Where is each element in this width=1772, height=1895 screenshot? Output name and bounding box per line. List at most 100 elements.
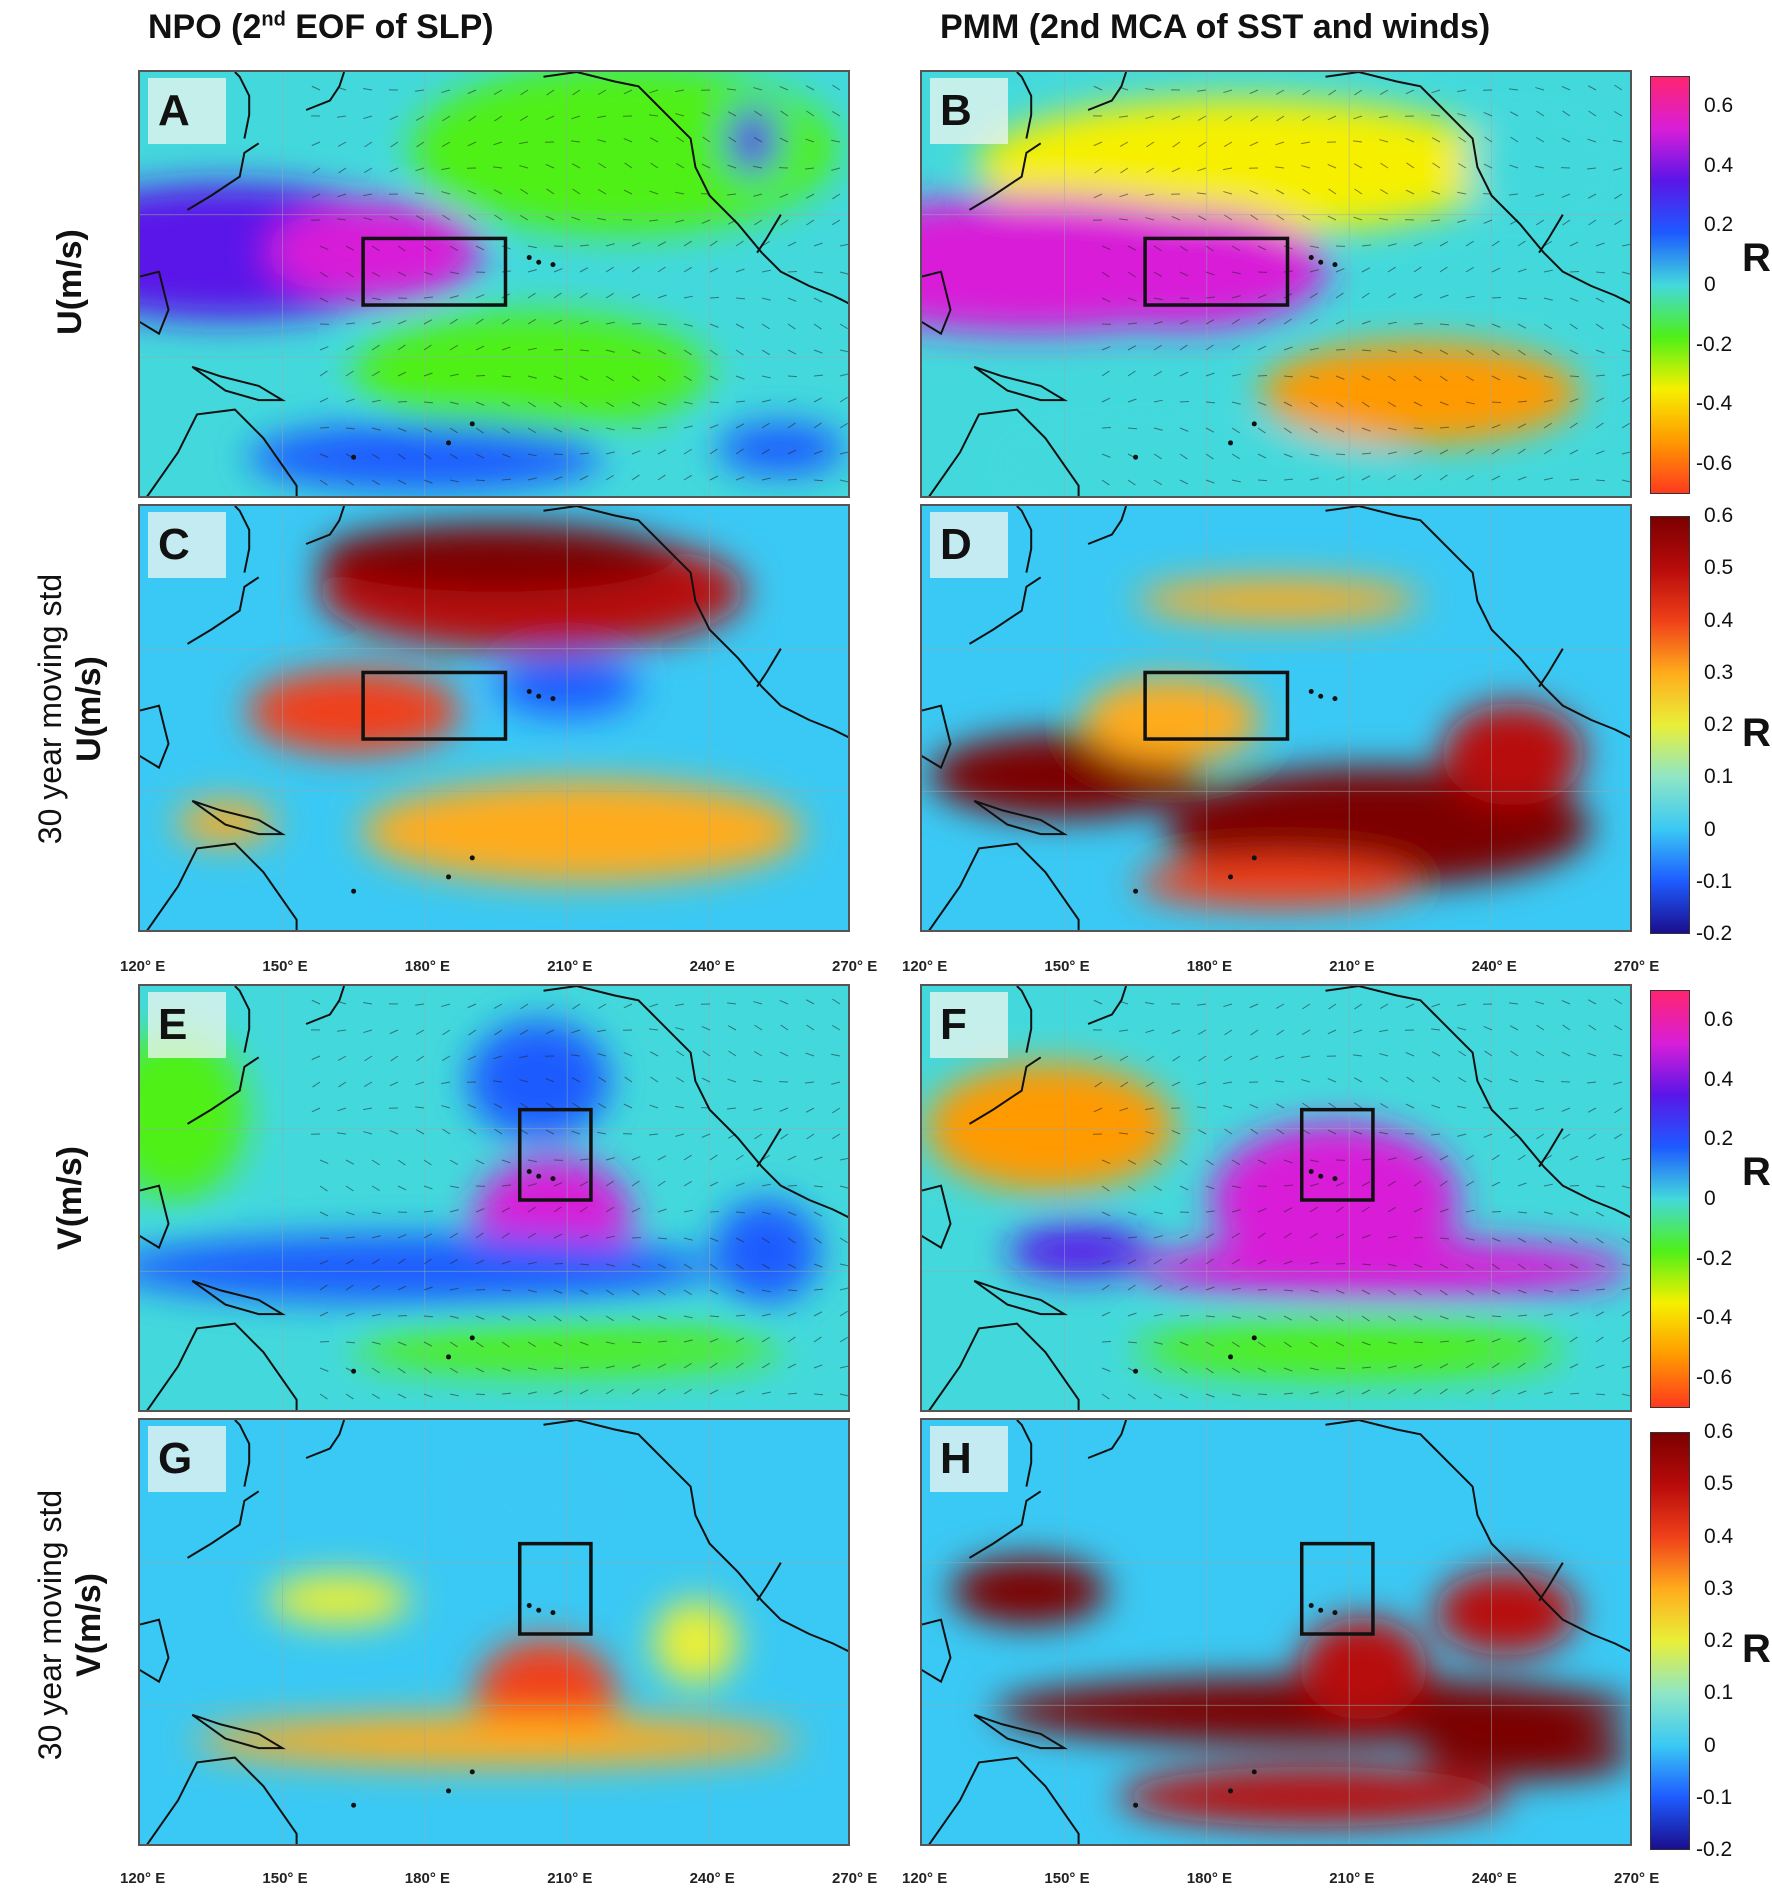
map-canvas <box>922 506 1630 930</box>
colorbar-tick-label: -0.4 <box>1696 392 1733 416</box>
coastline <box>928 408 1080 496</box>
coastline <box>1538 1128 1564 1168</box>
island <box>469 855 475 861</box>
field-blob <box>713 1200 820 1303</box>
field-blob <box>1463 123 1592 209</box>
lon-axis-upper-right: 120° E 150° E 180° E 210° E 240° E 270° E <box>902 958 1659 978</box>
field-blob <box>1441 702 1585 806</box>
panel-f: F <box>920 984 1632 1412</box>
coastline <box>140 704 170 770</box>
island <box>536 1173 542 1179</box>
colorbar-tick-label: 0 <box>1704 1187 1716 1210</box>
map-canvas <box>140 1420 848 1844</box>
field-blob <box>1135 856 1421 909</box>
island <box>351 888 357 894</box>
right-column-title: PMM (2nd MCA of SST and winds) <box>940 8 1491 46</box>
coastline <box>1325 72 1630 305</box>
colorbar-gradient <box>1650 1432 1690 1850</box>
lon-tick-label: 210° E <box>1329 1870 1375 1887</box>
island <box>550 696 556 702</box>
field-blob <box>140 1028 247 1200</box>
wind-vectors <box>310 998 848 1400</box>
island <box>1251 855 1257 861</box>
island <box>1332 1610 1338 1616</box>
colorbar-tick-label: 0.2 <box>1704 1127 1734 1151</box>
coastline <box>1538 1562 1564 1602</box>
field-blob <box>360 779 803 883</box>
coastline <box>543 506 848 739</box>
island <box>446 1354 452 1360</box>
lon-tick-label: 120° E <box>902 1870 948 1887</box>
wind-vectors <box>310 84 848 486</box>
field-blob <box>925 1063 1175 1192</box>
coastline <box>1325 506 1630 739</box>
colorbar-corr-bottom: 0.6 0.4 0.2 0 -0.2 -0.4 -0.6 R <box>1650 990 1772 1408</box>
field-blob <box>1082 677 1261 763</box>
coastline <box>1325 1420 1630 1653</box>
field-blob <box>353 311 710 432</box>
coastline <box>922 704 952 770</box>
field-blob <box>140 1234 714 1303</box>
colorbar-tick-label: -0.2 <box>1696 1246 1733 1270</box>
field-blob <box>1117 1766 1510 1827</box>
region-box <box>1143 670 1290 741</box>
panel-label: F <box>930 992 1008 1058</box>
coastline <box>305 506 346 545</box>
row-label-u-std: 30 year moving std U(m/s) <box>32 573 108 845</box>
lon-tick-label: 120° E <box>120 958 166 975</box>
coastline <box>1016 986 1033 1053</box>
coastline <box>543 986 848 1219</box>
lon-tick-label: 240° E <box>1471 1870 1517 1887</box>
colorbar-tick-label: -0.2 <box>1696 1838 1733 1861</box>
island <box>1308 1602 1314 1608</box>
panel-c: C <box>138 504 850 932</box>
colorbar-tick-label: 0.2 <box>1704 713 1734 736</box>
coastline <box>146 1322 298 1410</box>
island <box>1318 693 1324 699</box>
colorbar-tick-label: 0 <box>1704 1733 1716 1757</box>
colorbar-tick-label: -0.2 <box>1696 922 1733 945</box>
coastline <box>1538 648 1564 688</box>
wind-vectors <box>1092 998 1630 1400</box>
lon-tick-label: 240° E <box>689 958 735 975</box>
colorbar-tick-label: 0.1 <box>1704 765 1734 789</box>
colorbar-corr-top: 0.6 0.4 0.2 0 -0.2 -0.4 -0.6 R <box>1650 76 1772 494</box>
coastline <box>234 1420 251 1487</box>
field-blob <box>652 1599 739 1686</box>
colorbar-tick-label: -0.6 <box>1696 452 1733 476</box>
island <box>1251 1335 1257 1341</box>
region-box <box>517 1541 593 1636</box>
map-canvas <box>922 986 1630 1410</box>
island <box>1228 1354 1234 1360</box>
coastline <box>973 1279 1069 1316</box>
region-box <box>361 236 508 307</box>
coastline <box>756 1128 782 1168</box>
colorbar-tick-label: -0.2 <box>1696 332 1733 356</box>
coastline <box>140 1184 170 1250</box>
region-box <box>1299 1107 1375 1202</box>
coastline <box>968 576 1042 645</box>
colorbar-tick-label: -0.1 <box>1696 869 1733 893</box>
coastline <box>1538 214 1564 254</box>
lon-tick-label: 180° E <box>404 1870 450 1887</box>
coastline <box>922 1184 952 1250</box>
island <box>526 688 532 694</box>
field-blob <box>467 1020 610 1141</box>
coastline <box>922 270 952 336</box>
colorbar-tick-label: 0.6 <box>1704 93 1734 117</box>
island <box>469 421 475 427</box>
coastline <box>234 986 251 1053</box>
colorbar-tick-label: 0.5 <box>1704 1472 1734 1496</box>
coastline <box>973 799 1069 836</box>
colorbar-tick-label: 0.6 <box>1704 504 1734 527</box>
island <box>1332 1176 1338 1182</box>
coastline <box>186 576 260 645</box>
map-canvas <box>922 1420 1630 1844</box>
colorbar-tick-label: 0.5 <box>1704 556 1734 580</box>
island <box>1308 688 1314 694</box>
coastline <box>146 408 298 496</box>
coastline <box>234 72 251 139</box>
row-label-v-std: 30 year moving std V(m/s) <box>32 1489 108 1761</box>
coastline <box>756 214 782 254</box>
colorbar-gradient <box>1650 990 1690 1408</box>
